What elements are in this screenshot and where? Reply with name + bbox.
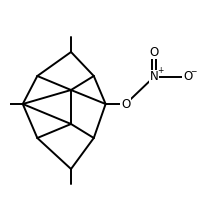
Text: O: O xyxy=(149,45,159,59)
Text: O: O xyxy=(183,71,192,83)
Text: N: N xyxy=(149,71,158,83)
Text: O: O xyxy=(121,98,130,111)
Text: +: + xyxy=(157,66,163,75)
Text: −: − xyxy=(191,67,197,76)
